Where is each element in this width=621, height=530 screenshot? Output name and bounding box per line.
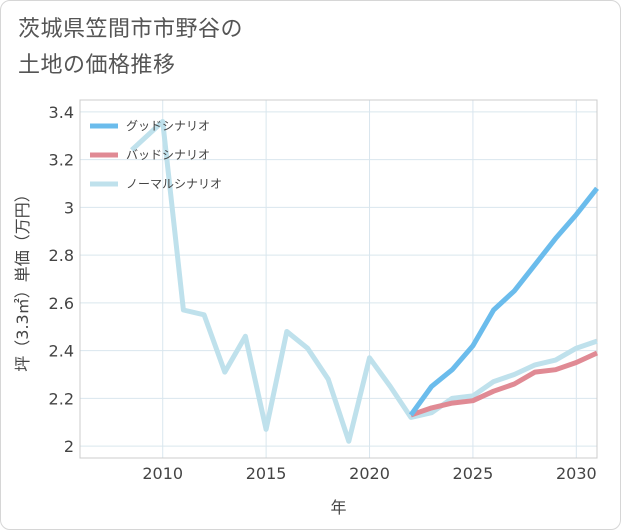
legend-label: バッドシナリオ (126, 148, 210, 162)
chart-title-line1: 茨城県笠間市市野谷の (18, 17, 244, 42)
y-tick-label: 2 (64, 437, 74, 456)
series-lines (130, 119, 599, 444)
x-tick-label: 2030 (556, 464, 597, 483)
x-axis-label: 年 (330, 498, 346, 517)
y-tick-label: 3.4 (49, 103, 74, 122)
tick-labels: 2010 2015 2020 2025 2030 2 2.2 2.4 2.6 2.8 3 3.2 3.4 (49, 103, 597, 483)
y-tick-label: 3.2 (49, 151, 74, 170)
chart-title: 茨城県笠間市市野谷の 土地の価格推移 (18, 12, 243, 84)
chart-title-line2: 土地の価格推移 (18, 53, 176, 78)
legend-label: ノーマルシナリオ (126, 177, 222, 191)
y-tick-label: 2.8 (49, 246, 74, 265)
y-axis-label: 坪（3.3㎡）単価（万円） (13, 186, 32, 371)
x-tick-label: 2020 (349, 464, 390, 483)
y-tick-label: 3 (64, 198, 74, 217)
legend-label: グッドシナリオ (126, 119, 210, 133)
y-tick-label: 2.6 (49, 294, 74, 313)
x-tick-label: 2025 (453, 464, 494, 483)
x-tick-label: 2015 (246, 464, 287, 483)
y-tick-label: 2.2 (49, 389, 74, 408)
y-tick-label: 2.4 (49, 342, 74, 361)
series-line-3 (130, 119, 598, 444)
grid-lines (80, 100, 597, 458)
series-line-2 (410, 350, 599, 418)
x-tick-label: 2010 (142, 464, 183, 483)
series-line-1 (408, 186, 599, 417)
plot-area-frame (79, 99, 598, 459)
